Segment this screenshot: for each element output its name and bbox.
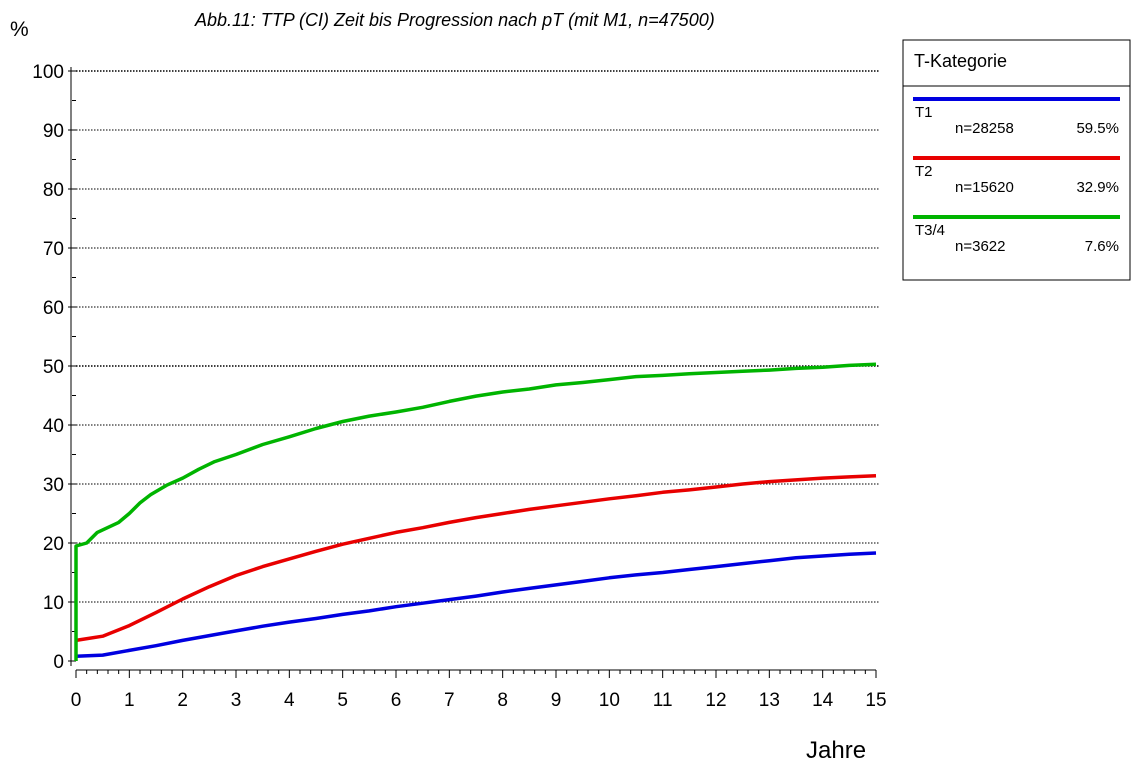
legend: T-Kategorie T1 n=28258 59.5% T2 n=15620 32.9% T…	[902, 39, 1131, 281]
series-line-t1	[75, 551, 877, 659]
y-tick-label: 40	[43, 416, 64, 437]
y-tick-label: 30	[43, 475, 64, 496]
y-tick-label: 0	[53, 652, 64, 673]
legend-count: n=3622	[955, 238, 1005, 255]
series-line-t2	[75, 473, 877, 643]
y-tick-label: 10	[43, 593, 64, 614]
legend-percent: 7.6%	[1085, 238, 1119, 255]
x-tick-label: 5	[337, 690, 348, 711]
chart-title: Abb.11: TTP (CI) Zeit bis Progression na…	[194, 10, 715, 30]
x-tick-label: 3	[231, 690, 242, 711]
plot-area	[74, 362, 877, 661]
legend-label: T3/4	[915, 222, 945, 239]
x-tick-label: 14	[812, 690, 834, 711]
gridlines	[76, 70, 880, 603]
y-axis-unit: %	[10, 18, 29, 41]
x-tick-label: 1	[124, 690, 135, 711]
x-tick-label: 15	[865, 690, 886, 711]
legend-percent: 32.9%	[1076, 179, 1119, 196]
x-tick-label: 7	[444, 690, 455, 711]
x-tick-label: 8	[497, 690, 508, 711]
y-tick-label: 20	[43, 534, 64, 555]
y-tick-label: 90	[43, 121, 64, 142]
legend-label: T1	[915, 104, 933, 121]
x-tick-label: 10	[599, 690, 620, 711]
x-tick-label: 13	[759, 690, 780, 711]
legend-label: T2	[915, 163, 933, 180]
x-tick-label: 6	[391, 690, 402, 711]
legend-percent: 59.5%	[1076, 120, 1119, 137]
x-tick-label: 4	[284, 690, 295, 711]
legend-count: n=28258	[955, 120, 1014, 137]
legend-count: n=15620	[955, 179, 1014, 196]
y-tick-label: 70	[43, 239, 64, 260]
x-tick-label: 0	[71, 690, 82, 711]
series-line-t3-4	[74, 362, 877, 661]
y-tick-label: 50	[43, 357, 64, 378]
x-axis-label: Jahre	[806, 737, 866, 764]
x-tick-label: 11	[653, 690, 673, 711]
legend-title: T-Kategorie	[914, 51, 1007, 71]
x-tick-label: 2	[177, 690, 188, 711]
x-tick-label: 9	[551, 690, 562, 711]
x-tick-label: 12	[705, 690, 726, 711]
y-tick-label: 60	[43, 298, 64, 319]
y-tick-label: 100	[32, 62, 64, 83]
y-tick-label: 80	[43, 180, 64, 201]
